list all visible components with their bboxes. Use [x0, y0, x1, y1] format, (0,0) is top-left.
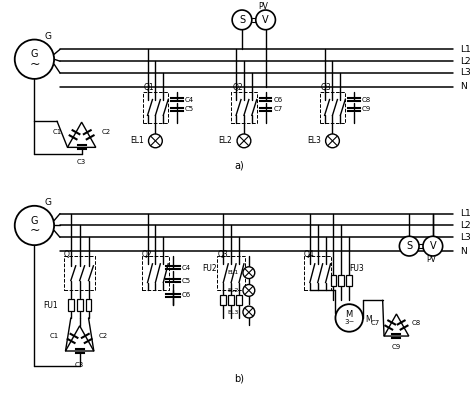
- Text: PV: PV: [259, 2, 268, 11]
- Text: C2: C2: [102, 129, 111, 135]
- Text: C9: C9: [362, 106, 371, 112]
- Text: EL2: EL2: [218, 136, 232, 145]
- Text: a): a): [234, 160, 244, 170]
- Text: Q3: Q3: [321, 83, 332, 92]
- Text: C8: C8: [362, 96, 371, 102]
- Text: G: G: [31, 49, 38, 59]
- Circle shape: [423, 236, 443, 256]
- Bar: [236, 295, 242, 305]
- Circle shape: [15, 206, 54, 245]
- Text: C3: C3: [77, 158, 86, 164]
- Circle shape: [237, 134, 251, 148]
- Text: EL1: EL1: [228, 270, 239, 275]
- Text: C6: C6: [274, 96, 283, 102]
- Bar: [218, 256, 245, 290]
- Text: V: V: [262, 15, 269, 25]
- Text: L3: L3: [460, 233, 471, 242]
- Bar: [68, 299, 74, 311]
- Text: Q1: Q1: [143, 83, 154, 92]
- Text: G: G: [45, 32, 52, 41]
- Bar: [320, 92, 345, 123]
- Text: C7: C7: [370, 320, 380, 326]
- Text: G: G: [31, 216, 38, 226]
- Bar: [77, 299, 83, 311]
- Circle shape: [149, 134, 162, 148]
- Text: b): b): [234, 374, 244, 384]
- Text: C5: C5: [185, 106, 194, 112]
- Text: C2: C2: [99, 333, 108, 339]
- Bar: [304, 256, 332, 290]
- Text: N: N: [460, 246, 467, 256]
- Text: PV: PV: [426, 256, 436, 264]
- Text: N: N: [460, 82, 467, 91]
- Text: EL3: EL3: [307, 136, 321, 145]
- Circle shape: [256, 10, 276, 30]
- Circle shape: [243, 267, 255, 278]
- Text: EL1: EL1: [130, 136, 143, 145]
- Bar: [142, 92, 168, 123]
- Text: C6: C6: [182, 292, 191, 298]
- Text: EL2: EL2: [228, 288, 239, 293]
- Text: M: M: [365, 316, 371, 324]
- Circle shape: [399, 236, 419, 256]
- Text: EL3: EL3: [228, 310, 239, 314]
- Bar: [220, 295, 226, 305]
- Text: Q1: Q1: [64, 250, 75, 258]
- Text: Q3: Q3: [218, 250, 228, 258]
- Text: FU3: FU3: [349, 264, 364, 273]
- Text: L2: L2: [460, 221, 471, 230]
- Text: C4: C4: [182, 265, 191, 271]
- Text: L2: L2: [460, 57, 471, 66]
- Text: C3: C3: [75, 362, 84, 368]
- Text: C8: C8: [411, 320, 421, 326]
- Bar: [228, 295, 234, 305]
- Circle shape: [335, 304, 363, 332]
- Text: L3: L3: [460, 68, 471, 78]
- Text: 3~: 3~: [344, 319, 354, 325]
- Circle shape: [232, 10, 252, 30]
- Text: ~: ~: [29, 224, 39, 237]
- Text: C7: C7: [274, 106, 283, 112]
- Text: V: V: [429, 241, 436, 251]
- Text: M: M: [346, 310, 353, 320]
- Bar: [346, 275, 352, 286]
- Circle shape: [15, 40, 54, 79]
- Text: G: G: [45, 198, 52, 207]
- Bar: [338, 275, 344, 286]
- Text: Q2: Q2: [142, 250, 152, 258]
- Text: L1: L1: [460, 45, 471, 54]
- Text: S: S: [406, 241, 412, 251]
- Text: S: S: [239, 15, 245, 25]
- Circle shape: [325, 134, 339, 148]
- Text: ~: ~: [29, 58, 39, 71]
- Text: FU1: FU1: [43, 301, 58, 310]
- Circle shape: [243, 284, 255, 296]
- Text: C1: C1: [52, 129, 62, 135]
- Bar: [231, 92, 256, 123]
- Bar: [64, 256, 95, 290]
- Bar: [331, 275, 336, 286]
- Text: L1: L1: [460, 209, 471, 218]
- Text: C4: C4: [185, 96, 194, 102]
- Text: C1: C1: [49, 333, 59, 339]
- Bar: [142, 256, 169, 290]
- Text: Q4: Q4: [304, 250, 315, 258]
- Text: C9: C9: [392, 344, 401, 350]
- Text: FU2: FU2: [202, 264, 217, 273]
- Text: Q2: Q2: [232, 83, 243, 92]
- Text: C5: C5: [182, 278, 191, 284]
- Circle shape: [243, 306, 255, 318]
- Bar: [86, 299, 92, 311]
